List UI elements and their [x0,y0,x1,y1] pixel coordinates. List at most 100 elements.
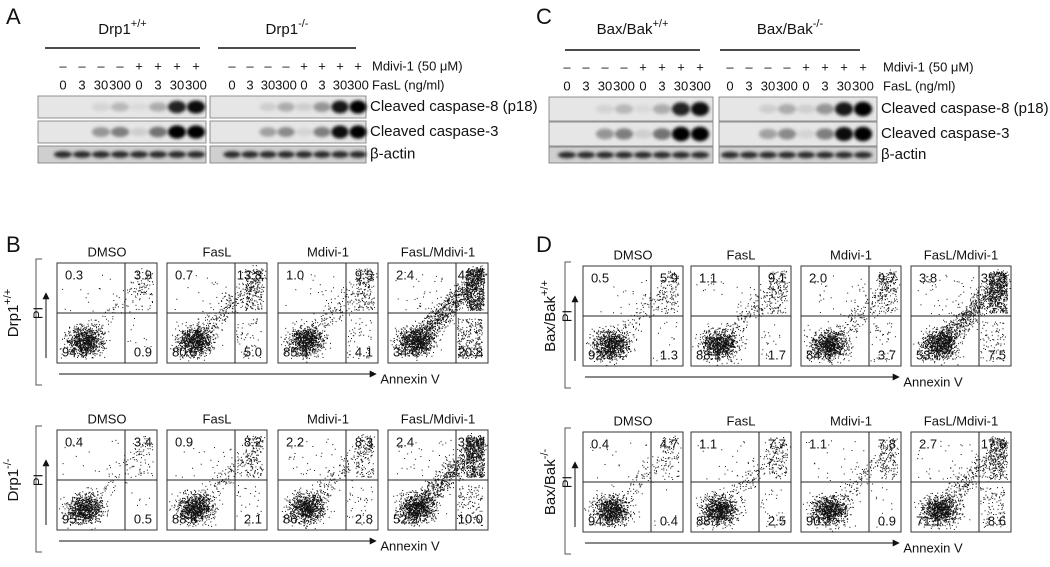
quadrant-ul: 1.0 [286,267,304,282]
blot-band [652,128,672,140]
condition-label: Mdivi-1 [830,247,872,262]
group-header: Drp1-/- [266,18,309,38]
mdivi-sign: + [192,58,200,73]
quadrant-lr: 1.7 [768,347,786,362]
mdivi-sign: + [135,58,143,73]
blot-label: β-actin [881,146,926,163]
group-header-base: Drp1 [98,21,131,38]
fasl-dose: 30 [761,78,775,93]
mdivi-sign: – [745,59,753,74]
mdivi-sign: – [97,58,105,73]
condition-label: FasL/Mdivi-1 [401,244,475,259]
mdivi-sign: + [859,59,867,74]
mdivi-sign: – [116,58,124,73]
blot-band [815,151,835,159]
quadrant-ul: 2.4 [396,267,414,282]
quadrant-lr: 1.3 [660,347,678,362]
group-header-base: Bax/Bak [757,21,813,38]
blot-band [259,127,277,137]
quadrant-lr: 3.7 [878,347,896,362]
group-header-sup: +/+ [652,18,668,30]
group-header-sup: -/- [298,18,309,30]
fasl-dose: 30 [170,77,184,92]
row-label-base: Drp1 [5,469,22,502]
blot-label: Cleaved caspase-8 (p18) [370,98,538,115]
fasl-dose: 3 [318,77,325,92]
quadrant-ur: 9.7 [878,270,896,285]
mdivi-sign: + [802,59,810,74]
fasl-dose: 300 [185,77,207,92]
blot-band [758,128,778,140]
fasl-dose: 30 [94,77,108,92]
mdivi-sign: – [726,59,734,74]
blot-band [110,102,130,112]
quadrant-ll: 34.6 [393,344,418,359]
mdivi-sign: + [696,59,704,74]
condition-label: FasL [727,413,756,428]
quadrant-ll: 94.9 [62,344,87,359]
blot-band [834,151,854,159]
panel-letter: C [536,4,552,29]
blot-band [576,151,596,159]
quadrant-lr: 0.4 [660,513,678,528]
row-label: Drp1-/- [2,458,22,501]
mdivi-sign: – [282,58,290,73]
panel-letter: B [6,232,21,257]
quadrant-ur: 4.7 [660,436,678,451]
blot-band [331,125,349,139]
row-label-sup: -/- [539,449,551,460]
row-label-sup: +/+ [539,280,551,296]
blot-band [349,151,367,158]
quadrant-ur: 7.8 [878,436,896,451]
scatter-dots [584,435,682,528]
fasl-dose: 3 [658,78,665,93]
group-header: Bax/Bak-/- [757,18,824,38]
group-header: Drp1+/+ [98,18,146,38]
blot-band [186,125,206,139]
blot-band [313,126,331,138]
quadrant-ll: 88.8 [172,511,197,526]
fasl-dose: 3 [154,77,161,92]
mdivi-sign: – [582,59,590,74]
quadrant-lr: 7.5 [988,347,1006,362]
blot-label: Cleaved caspase-3 [881,125,1009,142]
condition-label: FasL [203,244,232,259]
condition-label: DMSO [88,244,127,259]
quadrant-lr: 5.0 [244,344,262,359]
fasl-dose: 0 [59,77,66,92]
fasl-dose: 0 [802,78,809,93]
quadrant-ul: 2.7 [919,436,937,451]
row-label: Bax/Bak-/- [539,449,559,516]
mdivi-sign: + [840,59,848,74]
fasl-label: FasL (ng/ml) [883,78,955,93]
quadrant-ul: 1.1 [699,436,717,451]
blot-band [853,126,873,142]
blot-band [313,102,331,112]
fasl-dose: 300 [689,78,711,93]
quadrant-ur: 13.8 [237,267,262,282]
quadrant-lr: 2.5 [768,513,786,528]
x-axis-label: Annexin V [380,371,440,386]
quadrant-ur: 3.4 [134,434,152,449]
quadrant-ur: 3.9 [134,267,152,282]
blot-label: Cleaved caspase-8 (p18) [881,100,1049,117]
blot-band [167,125,187,139]
mdivi-sign: – [246,58,254,73]
blot-band [277,102,295,112]
blot-band [652,103,672,115]
blot-band [331,151,349,158]
quadrant-lr: 2.1 [244,511,262,526]
quadrant-lr: 0.9 [134,344,152,359]
blot-band [91,127,111,137]
quadrant-lr: 8.6 [988,513,1006,528]
mdivi-sign: – [563,59,571,74]
condition-label: FasL/Mdivi-1 [924,413,998,428]
blot-band [277,151,295,158]
group-header-sup: +/+ [131,18,147,30]
quadrant-ll: 80.5 [172,344,197,359]
blot-band [167,151,187,158]
quadrant-ll: 90.2 [806,513,831,528]
blot-band [186,151,206,158]
row-label: Bax/Bak+/+ [539,280,559,352]
blot-band [690,151,710,159]
